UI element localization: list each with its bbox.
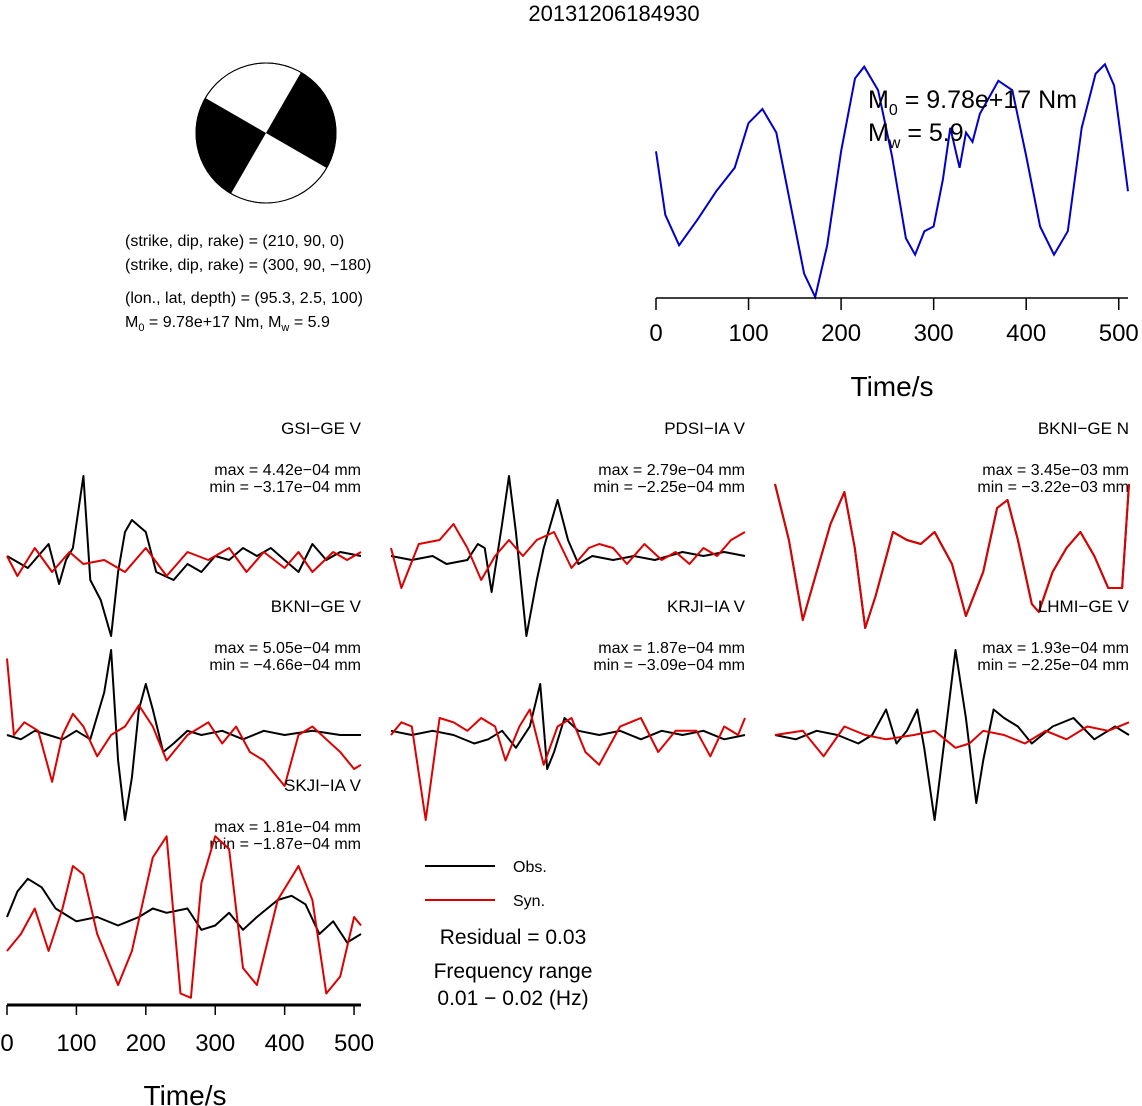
waveform-x-tick-label: 200	[126, 1030, 166, 1057]
frequency-label: Frequency range	[434, 960, 593, 983]
station-min-amplitude: min = −2.25e−04 mm	[977, 657, 1129, 674]
station-name: BKNI−GE V	[271, 597, 362, 616]
stf-x-tick-label: 0	[649, 320, 662, 347]
station-name: PDSI−IA V	[664, 419, 745, 438]
station-min-amplitude: min = −1.87e−04 mm	[209, 836, 361, 853]
station-name: BKNI−GE N	[1038, 419, 1129, 438]
station-min-amplitude: min = −2.25e−04 mm	[593, 479, 745, 496]
station-max-amplitude: max = 4.42e−04 mm	[214, 462, 361, 479]
station-name: LHMI−GE V	[1038, 597, 1130, 616]
legend-obs-label: Obs.	[513, 859, 547, 876]
nodal-plane-1-text: (strike, dip, rake) = (210, 90, 0)	[125, 233, 344, 250]
stf-mw-label: Mw = 5.9	[868, 119, 964, 152]
moment-text: M0 = 9.78e+17 Nm, Mw = 5.9	[125, 314, 330, 334]
waveform-x-tick-label: 500	[334, 1030, 374, 1057]
residual-text: Residual = 0.03	[440, 926, 587, 949]
stf-x-tick-label: 100	[729, 320, 769, 347]
station-min-amplitude: min = −3.09e−04 mm	[593, 657, 745, 674]
synthetic-waveform-line	[774, 483, 1130, 629]
station-max-amplitude: max = 2.79e−04 mm	[598, 462, 745, 479]
synthetic-waveform-line	[390, 523, 746, 589]
legend-syn-label: Syn.	[513, 893, 545, 910]
synthetic-waveform-line	[774, 721, 1130, 758]
station-max-amplitude: max = 1.81e−04 mm	[214, 819, 361, 836]
station-name: GSI−GE V	[281, 419, 361, 438]
beachball-compressional-quadrant	[195, 98, 266, 194]
station-max-amplitude: max = 3.45e−03 mm	[982, 462, 1129, 479]
observed-waveform-line	[6, 877, 362, 944]
station-min-amplitude: min = −3.17e−04 mm	[209, 479, 361, 496]
observed-waveform-line	[774, 649, 1130, 821]
legend: Obs. Syn.	[425, 859, 547, 910]
stf-x-tick-label: 300	[914, 320, 954, 347]
station-name: SKJI−IA V	[284, 776, 362, 795]
stf-x-axis-label: Time/s	[851, 371, 934, 402]
synthetic-waveform-line	[6, 547, 362, 577]
page-title: 20131206184930	[528, 1, 699, 26]
stf-m0-label: M0 = 9.78e+17 Nm	[868, 86, 1077, 119]
synthetic-waveform-line	[6, 835, 362, 999]
station-max-amplitude: max = 1.87e−04 mm	[598, 640, 745, 657]
synthetic-waveform-line	[6, 658, 362, 787]
waveform-x-tick-label: 100	[56, 1030, 96, 1057]
stf-x-tick-label: 400	[1006, 320, 1046, 347]
synthetic-waveform-line	[390, 708, 746, 821]
observed-waveform-line	[390, 683, 746, 770]
location-text: (lon., lat, depth) = (95.3, 2.5, 100)	[125, 290, 363, 307]
stf-x-tick-label: 500	[1099, 320, 1139, 347]
station-max-amplitude: max = 1.93e−04 mm	[982, 640, 1129, 657]
waveform-x-tick-label: 300	[195, 1030, 235, 1057]
station-min-amplitude: min = −4.66e−04 mm	[209, 657, 361, 674]
frequency-range: 0.01 − 0.02 (Hz)	[437, 987, 588, 1010]
observed-waveform-line	[390, 475, 746, 637]
station-max-amplitude: max = 5.05e−04 mm	[214, 640, 361, 657]
waveform-x-tick-label: 0	[0, 1030, 13, 1057]
station-name: KRJI−IA V	[667, 597, 746, 616]
waveform-x-axis-label: Time/s	[144, 1080, 227, 1106]
observed-waveform-line	[6, 649, 361, 821]
waveform-x-tick-label: 400	[265, 1030, 305, 1057]
nodal-plane-2-text: (strike, dip, rake) = (300, 90, −180)	[125, 257, 371, 274]
stf-plot: M0 = 9.78e+17 Nm Mw = 5.9 0 100 200 300 400 5…	[649, 62, 1139, 402]
station-min-amplitude: min = −3.22e−03 mm	[977, 479, 1129, 496]
stf-x-axis: 0 100 200 300 400 500	[649, 297, 1139, 347]
beachball-compressional-quadrant	[266, 72, 336, 168]
waveform-x-axis: 0 100 200 300 400 500	[0, 1003, 374, 1057]
stf-x-tick-label: 200	[821, 320, 861, 347]
beachball-icon	[195, 62, 337, 204]
stf-series-line	[655, 62, 1129, 301]
